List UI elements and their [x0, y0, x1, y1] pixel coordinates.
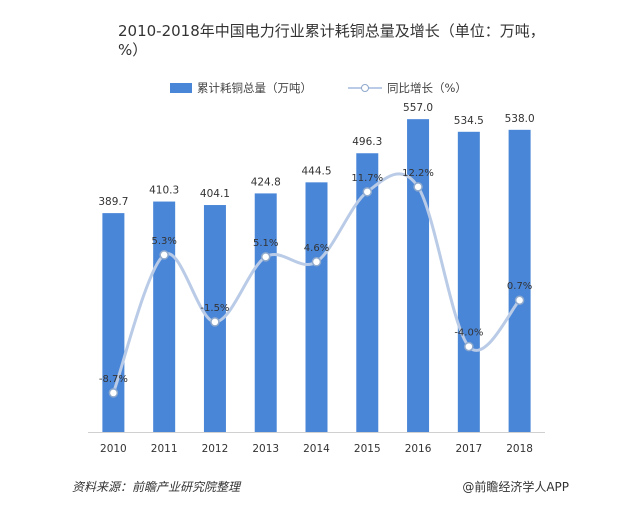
x-tick-label: 2014	[303, 443, 330, 455]
bar-value-label: 496.3	[352, 136, 382, 148]
x-tick-label: 2015	[354, 443, 381, 455]
x-tick-label: 2012	[202, 443, 229, 455]
bar-2016	[407, 119, 430, 432]
x-tick-label: 2010	[100, 443, 127, 455]
growth-value-label: 5.1%	[253, 238, 278, 249]
x-tick-label: 2017	[455, 443, 482, 455]
growth-value-label: 11.7%	[351, 173, 383, 184]
bar-2017	[457, 131, 480, 432]
growth-value-label: 12.2%	[402, 168, 434, 179]
bar-value-label: 424.8	[251, 176, 281, 188]
growth-point-2010	[108, 388, 119, 398]
growth-value-label: -8.7%	[99, 374, 128, 385]
legend-swatch-line	[348, 83, 382, 93]
growth-value-label: -1.5%	[200, 303, 229, 314]
growth-point-2013	[260, 252, 271, 262]
legend-item-line: 同比增长（%）	[348, 80, 467, 96]
growth-point-2012	[210, 317, 220, 327]
bar-value-label: 389.7	[98, 196, 128, 208]
x-tick-label: 2011	[151, 443, 178, 455]
legend-label-bar: 累计耗铜总量（万吨）	[197, 81, 312, 95]
bar-2014	[305, 182, 328, 432]
legend-item-bar: 累计耗铜总量（万吨）	[170, 80, 312, 96]
bar-2015	[356, 153, 379, 433]
growth-value-label: 4.6%	[304, 243, 329, 254]
growth-point-2014	[311, 257, 322, 267]
x-tick-label: 2013	[252, 443, 279, 455]
growth-point-2015	[362, 187, 373, 197]
chart-title: 2010-2018年中国电力行业累计耗铜总量及增长（单位：万吨，%）	[118, 22, 545, 59]
bar-2013	[254, 193, 277, 432]
bar-value-label: 410.3	[149, 185, 179, 197]
growth-point-2011	[159, 250, 169, 260]
bar-2010	[102, 213, 125, 432]
bar-value-label: 538.0	[505, 113, 535, 125]
x-tick-label: 2018	[506, 443, 533, 455]
bar-value-label: 557.0	[403, 102, 433, 114]
growth-value-label: 5.3%	[151, 236, 176, 247]
legend-label-line: 同比增长（%）	[387, 81, 467, 95]
source-note: 资料来源：前瞻产业研究院整理	[72, 480, 241, 494]
growth-point-2018	[514, 295, 525, 305]
bar-2018	[508, 129, 531, 432]
x-tick-label: 2016	[405, 443, 432, 455]
brand-credit: @前瞻经济学人APP	[462, 480, 569, 494]
growth-point-2017	[464, 341, 474, 352]
growth-point-2016	[413, 182, 423, 192]
growth-value-label: 0.7%	[507, 281, 532, 292]
bar-value-label: 534.5	[454, 115, 484, 127]
growth-value-label: -4.0%	[454, 328, 483, 339]
bar-value-label: 404.1	[200, 188, 230, 200]
bar-value-label: 444.5	[301, 165, 331, 177]
legend-swatch-bar	[170, 83, 192, 93]
